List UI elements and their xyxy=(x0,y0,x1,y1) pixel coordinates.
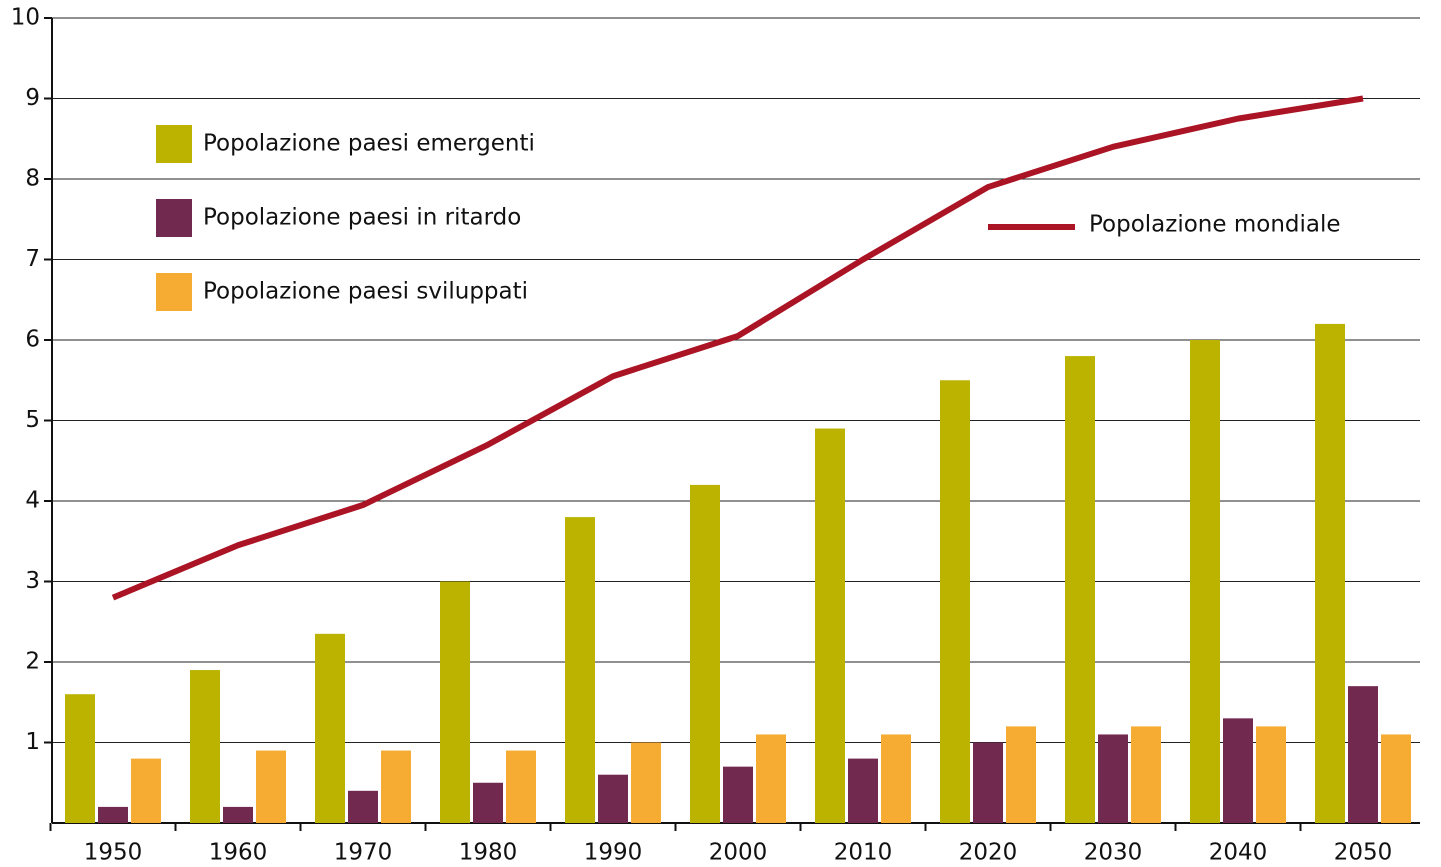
bar xyxy=(256,750,286,823)
bar xyxy=(348,790,378,823)
x-tick-label: 2040 xyxy=(1209,840,1268,866)
y-tick-label: 6 xyxy=(25,327,40,353)
bar xyxy=(973,742,1003,823)
y-tick-label: 8 xyxy=(25,166,40,192)
legend-swatch xyxy=(156,199,192,237)
y-tick-label: 4 xyxy=(25,488,40,514)
x-tick-label: 1960 xyxy=(209,840,268,866)
bar xyxy=(131,758,161,823)
bar xyxy=(223,806,253,823)
bar xyxy=(815,428,845,823)
y-tick-label: 1 xyxy=(25,729,40,755)
bar xyxy=(65,694,95,823)
legend-swatch xyxy=(156,125,192,163)
legend-label: Popolazione paesi in ritardo xyxy=(203,205,521,231)
bar xyxy=(1348,686,1378,823)
x-tick-label: 1990 xyxy=(584,840,643,866)
bar xyxy=(1223,718,1253,823)
bar xyxy=(723,766,753,823)
bar xyxy=(98,806,128,823)
bar xyxy=(315,633,345,823)
line xyxy=(111,95,1364,601)
y-tick-label: 7 xyxy=(25,246,40,272)
bar xyxy=(190,670,220,823)
bar xyxy=(598,774,628,823)
bar xyxy=(631,742,661,823)
bar xyxy=(506,750,536,823)
legend-label: Popolazione paesi emergenti xyxy=(203,131,535,157)
x-tick-label: 2000 xyxy=(709,840,768,866)
bar xyxy=(1381,734,1411,823)
x-tick-label: 1970 xyxy=(334,840,393,866)
x-tick-label: 2010 xyxy=(834,840,893,866)
y-tick-label: 10 xyxy=(11,5,40,31)
y-tick-label: 9 xyxy=(25,85,40,111)
x-tick-label: 1950 xyxy=(84,840,143,866)
bar xyxy=(1098,734,1128,823)
bar xyxy=(381,750,411,823)
legend-label: Popolazione mondiale xyxy=(1089,212,1341,238)
y-tick-label: 5 xyxy=(25,407,40,433)
bar xyxy=(565,517,595,823)
bar xyxy=(1315,323,1345,823)
bar xyxy=(756,734,786,823)
bar xyxy=(440,581,470,823)
bar xyxy=(1190,340,1220,823)
bar xyxy=(881,734,911,823)
bar xyxy=(848,758,878,823)
bar xyxy=(1131,726,1161,823)
bar xyxy=(473,782,503,823)
bar xyxy=(1065,356,1095,823)
x-tick-label: 2030 xyxy=(1084,840,1143,866)
x-tick-label: 1980 xyxy=(459,840,518,866)
bar xyxy=(1256,726,1286,823)
legend-swatch xyxy=(156,273,192,311)
legend-label: Popolazione paesi sviluppati xyxy=(203,279,528,305)
y-tick-label: 3 xyxy=(25,568,40,594)
x-tick-label: 2020 xyxy=(959,840,1018,866)
bar xyxy=(1006,726,1036,823)
bar xyxy=(690,484,720,823)
bar xyxy=(940,380,970,823)
x-tick-label: 2050 xyxy=(1334,840,1393,866)
y-tick-label: 2 xyxy=(25,649,40,675)
